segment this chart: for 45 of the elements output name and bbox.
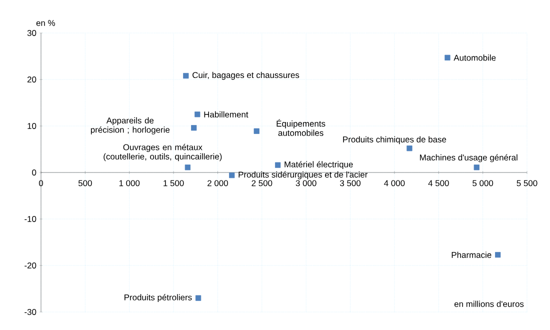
point xyxy=(191,125,197,131)
series-label: Pharmacie xyxy=(452,252,492,258)
point xyxy=(495,252,501,258)
x-tick-label: 5 000 xyxy=(472,180,494,186)
x-tick-label: 500 xyxy=(78,180,92,186)
y-tick-label: -20 xyxy=(24,262,36,268)
text: Ouvrages en métaux (coutellerie, outils, quincaillerie) xyxy=(104,144,222,162)
x-tick-label: 5 500 xyxy=(516,180,538,186)
text: Appareils de précision ; horlogerie xyxy=(90,117,170,134)
point xyxy=(254,128,260,134)
x-tick-label: 2 500 xyxy=(252,180,272,186)
series-label: Habillement xyxy=(204,111,248,118)
x-tick-label: 1 000 xyxy=(119,180,140,186)
x-axis-title: en millions d'euros xyxy=(454,300,524,307)
x-tick-label: 4 000 xyxy=(384,180,405,186)
series-label: Cuir, bagages et chaussures xyxy=(192,72,300,80)
point xyxy=(444,54,450,60)
y-tick-label: 20 xyxy=(27,76,36,82)
y-tick-label: 30 xyxy=(27,30,36,36)
series-label: Produits sidérurgiques et de l'acier xyxy=(238,171,368,180)
y-tick-label: 0 xyxy=(32,170,36,176)
series-label: Automobile xyxy=(454,54,496,61)
point xyxy=(194,112,200,118)
y-tick-label: 10 xyxy=(28,123,36,129)
point xyxy=(406,146,412,152)
series-label: Machines d'usage général xyxy=(420,154,518,162)
point xyxy=(195,295,202,301)
y-axis-title: en % xyxy=(36,20,56,26)
point xyxy=(183,72,189,79)
point xyxy=(229,172,235,178)
x-tick-label: 1 500 xyxy=(164,180,184,186)
y-tick-label: -10 xyxy=(24,216,36,222)
x-tick-label: 0 xyxy=(38,180,44,186)
series-label: Produits pétroliers xyxy=(124,294,192,302)
point xyxy=(184,164,190,170)
series-label: Produits chimiques de base xyxy=(343,136,446,144)
x-tick-label: 2 000 xyxy=(208,180,228,186)
x-tick-label: 3 500 xyxy=(340,180,361,186)
x-tick-label: 3 000 xyxy=(296,180,316,186)
y-tick-label: -30 xyxy=(24,309,36,315)
series-label: Matériel électrique xyxy=(284,161,353,170)
point xyxy=(474,164,480,170)
text: Équipements automobiles xyxy=(276,119,326,136)
x-tick-label: 4 500 xyxy=(428,180,449,186)
point xyxy=(275,162,281,168)
